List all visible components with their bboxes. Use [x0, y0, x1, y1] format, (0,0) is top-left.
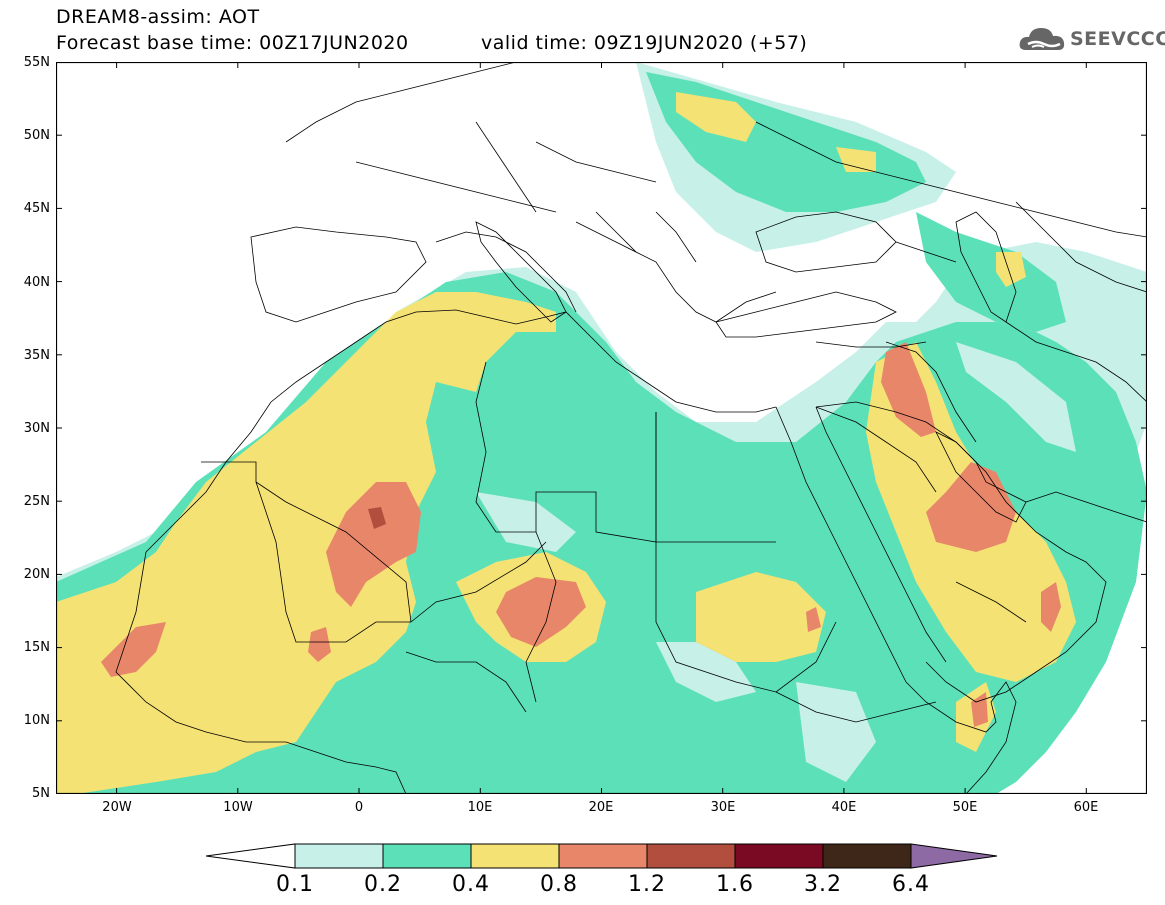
colorbar-swatch-3	[470, 843, 560, 869]
lat-label: 30N	[23, 421, 50, 436]
lon-label: 50E	[952, 800, 978, 815]
border-sudan	[655, 542, 837, 693]
border-russia	[755, 121, 1147, 238]
lon-label: 10E	[467, 800, 493, 815]
lat-label: 5N	[32, 786, 50, 801]
lon-label: 40E	[831, 800, 857, 815]
colorbar-svg	[205, 843, 998, 869]
lat-label: 15N	[23, 640, 50, 655]
map-title: DREAM8-assim: AOT	[56, 6, 260, 28]
colorbar-label: 6.4	[892, 872, 930, 897]
coastlines-borders	[115, 62, 1147, 794]
border-central-asia	[1015, 201, 1147, 293]
lat-label: 55N	[23, 55, 50, 70]
border-europe-3	[595, 211, 697, 263]
colorbar-label: 0.8	[540, 872, 578, 897]
lon-label: 0	[354, 800, 364, 815]
aot-contour-0.8-gulf	[926, 462, 1016, 552]
aot-contour-0.8-senegal	[101, 622, 166, 677]
lat-label: 35N	[23, 348, 50, 363]
logo-text: SEEVCCC	[1070, 28, 1165, 50]
aot-contour-0.4-sudan	[696, 572, 826, 662]
aot-contour-0.4-north-strip	[676, 92, 756, 142]
colorbar-swatch-4	[558, 843, 648, 869]
aot-contour-0.4-north-strip2	[836, 147, 876, 172]
aot-contour-0.8-iraq	[881, 342, 936, 437]
border-turkey-syria	[815, 341, 927, 348]
coastline-horn	[905, 681, 1017, 794]
border-caucasus	[895, 241, 957, 263]
colorbar-swatch-7	[822, 843, 912, 869]
lon-ticks	[116, 62, 1087, 794]
lon-label: 10W	[223, 800, 253, 815]
lat-label: 50N	[23, 128, 50, 143]
colorbar-label: 3.2	[804, 872, 842, 897]
colorbar-swatch-over	[910, 843, 998, 869]
coastline-iran	[1005, 321, 1147, 523]
aot-light-area-3	[956, 342, 1076, 452]
border-iraq-iran	[885, 341, 977, 443]
coastline-red-sea	[775, 406, 947, 683]
colorbar-swatch-1	[294, 843, 384, 869]
forecast-base-time: Forecast base time: 00Z17JUN2020	[56, 32, 409, 54]
border-saudi	[815, 406, 1027, 623]
border-europe-2	[475, 121, 657, 213]
map-canvas	[56, 62, 1147, 794]
colorbar-label: 1.6	[716, 872, 754, 897]
colorbar-label: 1.2	[628, 872, 666, 897]
seevccc-logo: SEEVCCC	[1018, 22, 1165, 56]
aot-contour-0.8-mali	[308, 627, 331, 662]
lat-label: 40N	[23, 275, 50, 290]
aot-contour-1.2	[368, 507, 386, 529]
colorbar-label: 0.2	[364, 872, 402, 897]
lon-label: 20W	[102, 800, 132, 815]
colorbar-label: 0.4	[452, 872, 490, 897]
border-ethiopia	[775, 691, 937, 723]
lon-label: 60E	[1073, 800, 1099, 815]
colorbar-swatch-under	[205, 843, 296, 869]
aot-contour-0.4-west	[56, 292, 556, 794]
border-niger	[410, 541, 547, 623]
lat-label: 10N	[23, 713, 50, 728]
coastline-north-africa	[145, 309, 777, 553]
aot-contour-0.8-sudan	[806, 607, 821, 632]
coastline-west-africa	[115, 551, 407, 794]
aot-contour-0.2-caspian	[916, 212, 1066, 332]
colorbar-swatch-5	[646, 843, 736, 869]
border-chad	[525, 531, 557, 703]
coastline-caspian	[955, 211, 1017, 323]
coastline-italy	[475, 221, 567, 323]
aot-contour-0.8-chad	[496, 577, 586, 647]
colorbar-swatch-6	[734, 843, 824, 869]
coastline-iberia	[250, 226, 427, 323]
border-nigeria	[405, 651, 527, 713]
valid-time: valid time: 09Z19JUN2020 (+57)	[481, 32, 808, 54]
aot-contour-0.4-caspian	[996, 252, 1026, 287]
colorbar	[205, 842, 998, 874]
border-algeria	[201, 461, 412, 623]
border-mali	[255, 481, 411, 643]
cloud-icon	[1019, 28, 1065, 50]
colorbar-label: 0.1	[276, 872, 314, 897]
coastline-turkey	[715, 291, 897, 338]
aot-light-area-4	[796, 682, 876, 782]
aot-contour-0.8-somalia	[971, 692, 988, 727]
lon-label: 20E	[588, 800, 614, 815]
coastline-arabia	[815, 401, 1107, 703]
aot-contour-0.8-oman	[1041, 582, 1061, 632]
coastline-europe	[285, 62, 777, 323]
aot-map	[56, 62, 1147, 794]
aot-contour-0.8-sahara	[326, 482, 421, 607]
coastline-black-sea	[755, 211, 897, 273]
aot-light-area-2	[476, 492, 576, 552]
colorbar-swatch-2	[382, 843, 472, 869]
lat-label: 25N	[23, 494, 50, 509]
lat-label: 45N	[23, 201, 50, 216]
lon-label: 30E	[710, 800, 736, 815]
border-europe-1	[355, 161, 557, 213]
lat-ticks	[56, 62, 1147, 794]
lat-label: 20N	[23, 567, 50, 582]
